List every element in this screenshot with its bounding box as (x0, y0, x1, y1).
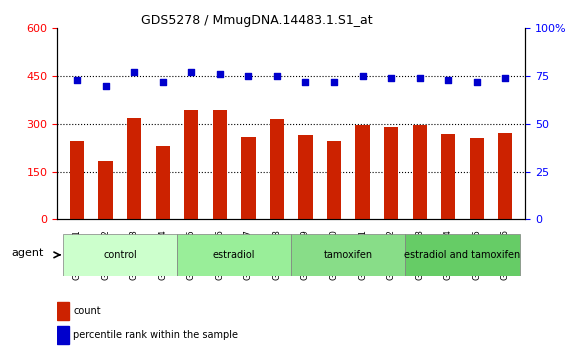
Bar (412, 125, 427, 219)
Point (472, 79, 481, 85)
Bar (327, 141, 341, 219)
Point (130, 69, 139, 75)
FancyBboxPatch shape (63, 234, 177, 276)
Bar (212, 110, 227, 219)
Bar (155, 146, 170, 219)
FancyBboxPatch shape (405, 234, 520, 276)
Bar (384, 127, 398, 219)
Bar (355, 126, 370, 219)
Text: control: control (103, 250, 137, 260)
Bar (298, 135, 312, 219)
Bar (441, 134, 455, 219)
Bar (241, 137, 256, 219)
Point (329, 79, 339, 85)
Point (101, 83, 110, 88)
Bar (70, 141, 85, 219)
Text: GDS5278 / MmugDNA.14483.1.S1_at: GDS5278 / MmugDNA.14483.1.S1_at (141, 14, 373, 27)
Point (444, 77, 453, 83)
Point (358, 73, 367, 79)
Point (215, 72, 224, 77)
Text: estradiol and tamoxifen: estradiol and tamoxifen (404, 250, 521, 260)
Point (501, 75, 510, 81)
FancyBboxPatch shape (291, 234, 405, 276)
Bar (99, 161, 113, 219)
Bar (270, 119, 284, 219)
Text: percentile rank within the sample: percentile rank within the sample (74, 330, 239, 340)
Text: agent: agent (11, 248, 44, 258)
FancyBboxPatch shape (177, 234, 291, 276)
Point (272, 73, 282, 79)
Bar (57, 326, 69, 344)
Point (387, 75, 396, 81)
Bar (469, 138, 484, 219)
Point (301, 79, 310, 85)
Bar (184, 110, 199, 219)
Point (73, 77, 82, 83)
Bar (57, 302, 69, 320)
Text: tamoxifen: tamoxifen (324, 250, 373, 260)
Text: count: count (74, 306, 101, 316)
Point (187, 69, 196, 75)
Text: estradiol: estradiol (213, 250, 255, 260)
Point (158, 79, 167, 85)
Point (244, 73, 253, 79)
Point (415, 75, 424, 81)
Bar (127, 118, 142, 219)
Bar (498, 133, 513, 219)
